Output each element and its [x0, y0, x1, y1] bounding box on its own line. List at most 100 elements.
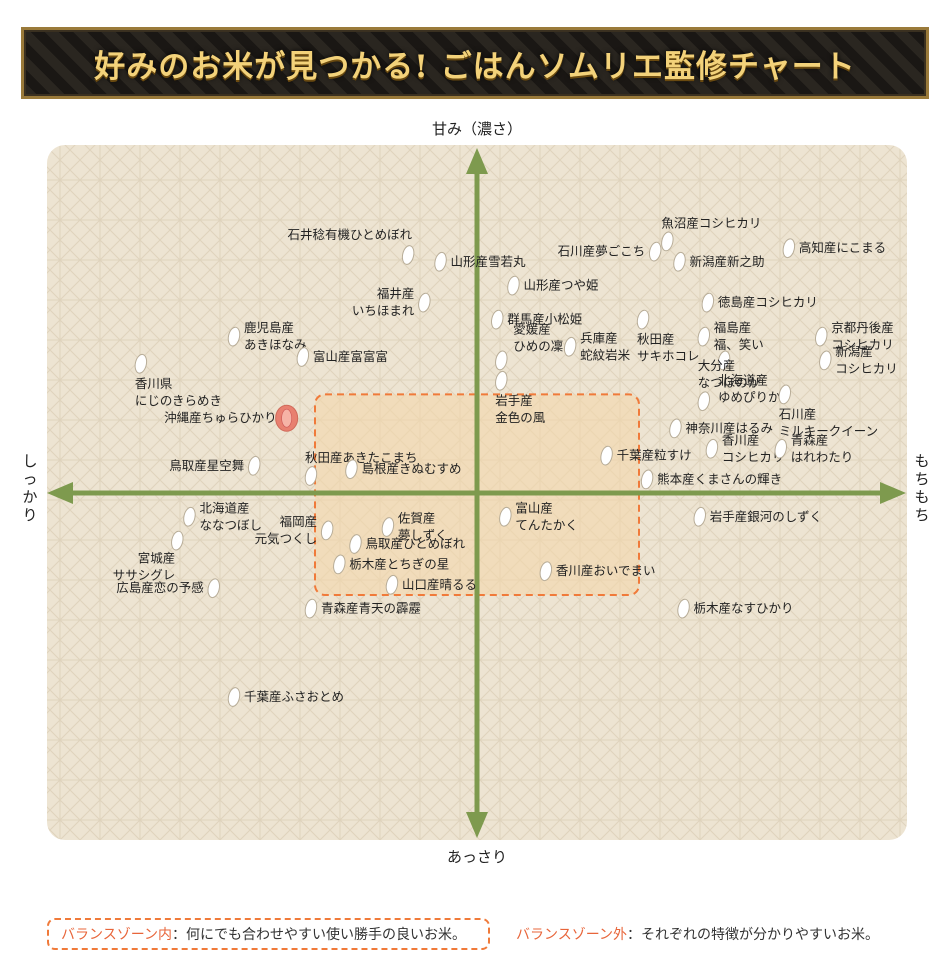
rice-label: 鳥取産ひとめぼれ: [366, 536, 466, 551]
rice-label: 広島産恋の予感: [116, 580, 204, 595]
rice-point: 高知産にこまる: [782, 238, 886, 259]
rice-point: 宮城産ササシグレ: [113, 530, 184, 583]
rice-label: 福岡産元気つくし: [255, 514, 318, 546]
svg-text:も: も: [914, 488, 929, 506]
rice-point: 青森産はれわたり: [774, 432, 854, 464]
rice-grain: [640, 469, 654, 490]
arrow-up: [466, 148, 488, 174]
svg-text:か: か: [22, 488, 37, 506]
rice-grain: [320, 520, 334, 541]
rice-grain: [227, 687, 241, 707]
svg-text:ち: ち: [914, 470, 929, 488]
rice-label: 佐賀産夢しずく: [398, 511, 448, 543]
rice-label: 山形産つや姫: [523, 278, 598, 293]
axis-label-bottom: あっさり: [447, 848, 507, 866]
rice-point: 秋田産サキホコレ: [636, 309, 700, 364]
rice-grain: [495, 370, 508, 391]
rice-label: 岩手産金色の風: [495, 393, 546, 425]
rice-grain: [248, 455, 261, 476]
rice-grain: [819, 350, 832, 371]
svg-text:し: し: [22, 452, 37, 470]
rice-label: 群馬産小松姫: [507, 312, 582, 327]
rice-label: 大分産なつほのか: [698, 358, 761, 390]
rice-point: 香川県にじのきらめき: [134, 353, 222, 408]
rice-point: 福井産いちほまれ: [352, 286, 431, 318]
rice-grain: [207, 578, 220, 599]
rice-grain: [697, 391, 711, 412]
rice-point: 福岡産元気つくし: [255, 514, 334, 546]
rice-grain: [669, 418, 682, 439]
rice-label: 青森産はれわたり: [791, 432, 854, 464]
rice-grain: [717, 350, 731, 371]
rice-point: 大分産なつほのか: [697, 358, 761, 412]
rice-point: 山口産晴るる: [385, 574, 477, 595]
arrow-right: [880, 482, 906, 504]
rice-point: 愛媛産ひめの凜: [495, 321, 563, 371]
svg-text:ち: ち: [914, 506, 929, 524]
rice-point: 魚沼産コシヒカリ: [661, 215, 761, 252]
rice-grain: [183, 506, 196, 527]
rice-point: 徳島産コシヒカリ: [701, 292, 818, 313]
rice-label: 岩手産銀河のしずく: [710, 509, 822, 524]
rice-point: 島根産きぬむすめ: [345, 459, 461, 480]
rice-grain: [491, 309, 504, 330]
rice-point: 沖縄産ちゅらひかり: [164, 404, 299, 432]
rice-label: 新潟産コシヒカリ: [835, 344, 898, 376]
svg-text:も: も: [914, 452, 929, 470]
rice-grain: [774, 438, 787, 459]
rice-grain: [600, 445, 613, 466]
rice-label: 石川産ミルキークイーン: [779, 406, 878, 438]
rice-point: 熊本産くまさんの輝き: [640, 469, 782, 490]
rice-point: 青森産青天の霹靂: [304, 598, 421, 619]
rice-point: 鳥取産ひとめぼれ: [349, 534, 466, 554]
rice-grain: [495, 350, 508, 371]
rice-point: 北海道産ななつぼし: [183, 500, 262, 532]
rice-grain: [677, 598, 690, 619]
rice-point: 広島産恋の予感: [116, 578, 220, 599]
rice-label: 栃木産なすひかり: [694, 601, 794, 616]
rice-grain: [697, 326, 711, 347]
rice-point: 京都丹後産コシヒカリ: [815, 320, 894, 352]
rice-grain: [815, 326, 828, 347]
rice-point: 佐賀産夢しずく: [381, 511, 448, 543]
rice-point: 富山産富富富: [296, 347, 388, 367]
rice-label: 神奈川産はるみ: [685, 420, 773, 435]
rice-label: 富山産てんたかく: [515, 500, 578, 532]
rice-label: 千葉産粒すけ: [617, 448, 692, 463]
rice-grain: [134, 353, 148, 374]
svg-text:り: り: [22, 506, 37, 524]
rice-grain: [636, 309, 650, 330]
rice-point: 山形産雪若丸: [434, 251, 526, 272]
rice-label: 栃木産とちぎの星: [349, 556, 449, 571]
rice-label: 北海道産ななつぼし: [199, 500, 262, 532]
rice-label: 鳥取産星空舞: [169, 458, 244, 473]
rice-grain: [227, 326, 241, 347]
rice-label: 富山産富富富: [313, 349, 388, 364]
rice-point: 千葉産粒すけ: [600, 445, 692, 466]
inside-zone-text: ：何にでも合わせやすい使い勝手の良いお米。: [172, 927, 467, 943]
rice-grain: [401, 245, 415, 265]
rice-point: 栃木産とちぎの星: [333, 554, 449, 575]
rice-label: 石川産夢ごこち: [558, 244, 646, 259]
rice-label: 新潟産新之助: [690, 254, 765, 269]
rice-label: 山口産晴るる: [402, 577, 477, 592]
rice-point: 群馬産小松姫: [491, 309, 582, 330]
rice-point: 岩手産銀河のしずく: [693, 506, 822, 527]
rice-label: 北海道産ゆめぴりか: [718, 372, 781, 404]
rice-point: 神奈川産はるみ: [669, 418, 773, 439]
rice-label: 魚沼産コシヒカリ: [661, 215, 761, 230]
rice-label: 愛媛産ひめの凜: [513, 321, 563, 353]
rice-point: 石川産夢ごこち: [558, 241, 662, 262]
axis-label-top: 甘み（濃さ）: [432, 120, 522, 138]
rice-grain: [349, 534, 362, 554]
rice-point: 千葉産ふさおとめ: [227, 687, 344, 707]
rice-point: 新潟産新之助: [673, 251, 765, 272]
rice-label: 香川産おいでまい: [556, 563, 656, 578]
rice-label: 秋田産サキホコレ: [637, 332, 700, 364]
rice-grain: [304, 598, 318, 619]
rice-grain: [499, 506, 512, 527]
